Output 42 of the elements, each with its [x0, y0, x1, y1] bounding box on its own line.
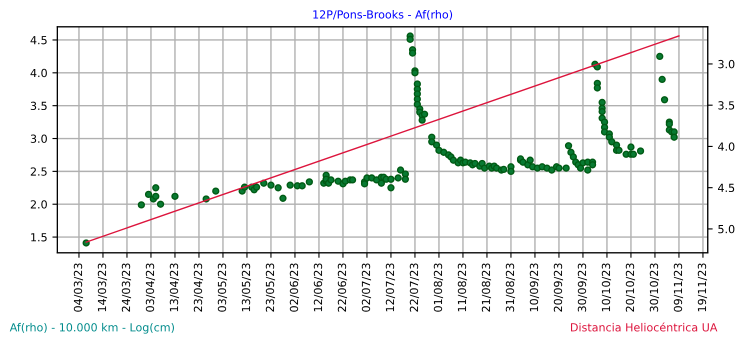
x-tick-label: 12/07/23	[386, 263, 396, 312]
x-tick-label: 23/05/23	[266, 263, 276, 312]
x-tick-label: 13/05/23	[242, 263, 252, 312]
x-tick-label: 01/08/23	[434, 263, 444, 312]
x-tick-label: 03/05/23	[218, 263, 228, 312]
x-tick-label: 03/04/23	[146, 263, 156, 312]
x-tick-label: 12/06/23	[314, 263, 324, 312]
y-tick-label: 3.0	[30, 134, 47, 143]
x-tick-label: 02/07/23	[362, 263, 372, 312]
y-tick-label: 1.5	[31, 233, 47, 242]
y2-tick-label: 3.5	[718, 101, 734, 110]
text: Distancia Heliocéntrica UA	[571, 322, 718, 332]
x-tick-label: 02/06/23	[290, 263, 300, 312]
x-tick-label: 30/09/23	[578, 263, 588, 312]
y2-tick-label: 4.5	[718, 184, 734, 192]
text: Af(rho) - 10.000 km - Log(cm)	[10, 322, 174, 334]
x-tick-label: 22/07/23	[410, 263, 420, 312]
y-tick-label: 2.5	[30, 167, 47, 176]
x-tick-label: 04/03/23	[74, 263, 84, 312]
x-tick-label: 20/10/23	[626, 263, 636, 312]
x-tick-label: 10/10/23	[602, 263, 612, 312]
y-tick-label: 3.5	[30, 102, 47, 110]
y2-tick-label: 4.0	[718, 142, 734, 151]
x-tick-label: 14/03/23	[98, 263, 108, 312]
y2-tick-label: 3.0	[718, 60, 734, 68]
x-tick-label: 22/06/23	[338, 263, 348, 312]
x-tick-label: 23/04/23	[194, 263, 204, 312]
y-tick-label: 4.5	[30, 36, 47, 44]
y-tick-label: 2.0	[30, 200, 47, 209]
x-tick-label: 09/11/23	[674, 263, 684, 312]
x-tick-label: 10/09/23	[530, 263, 540, 312]
x-tick-label: 13/04/23	[170, 263, 180, 312]
y-tick-label: 4.0	[30, 68, 47, 78]
x-tick-label: 30/10/23	[650, 263, 660, 312]
x-tick-label: 20/09/23	[554, 263, 564, 312]
x-tick-label: 31/08/23	[506, 263, 516, 312]
x-tick-label: 21/08/23	[482, 263, 492, 312]
x-tick-label: 19/11/23	[698, 263, 708, 312]
chart-title: 12P/Pons-Brooks - Af(rho)	[313, 10, 452, 20]
x-tick-label: 11/08/23	[458, 263, 468, 312]
y2-tick-label: 5.0	[718, 224, 734, 234]
x-tick-label: 24/03/23	[122, 263, 132, 312]
